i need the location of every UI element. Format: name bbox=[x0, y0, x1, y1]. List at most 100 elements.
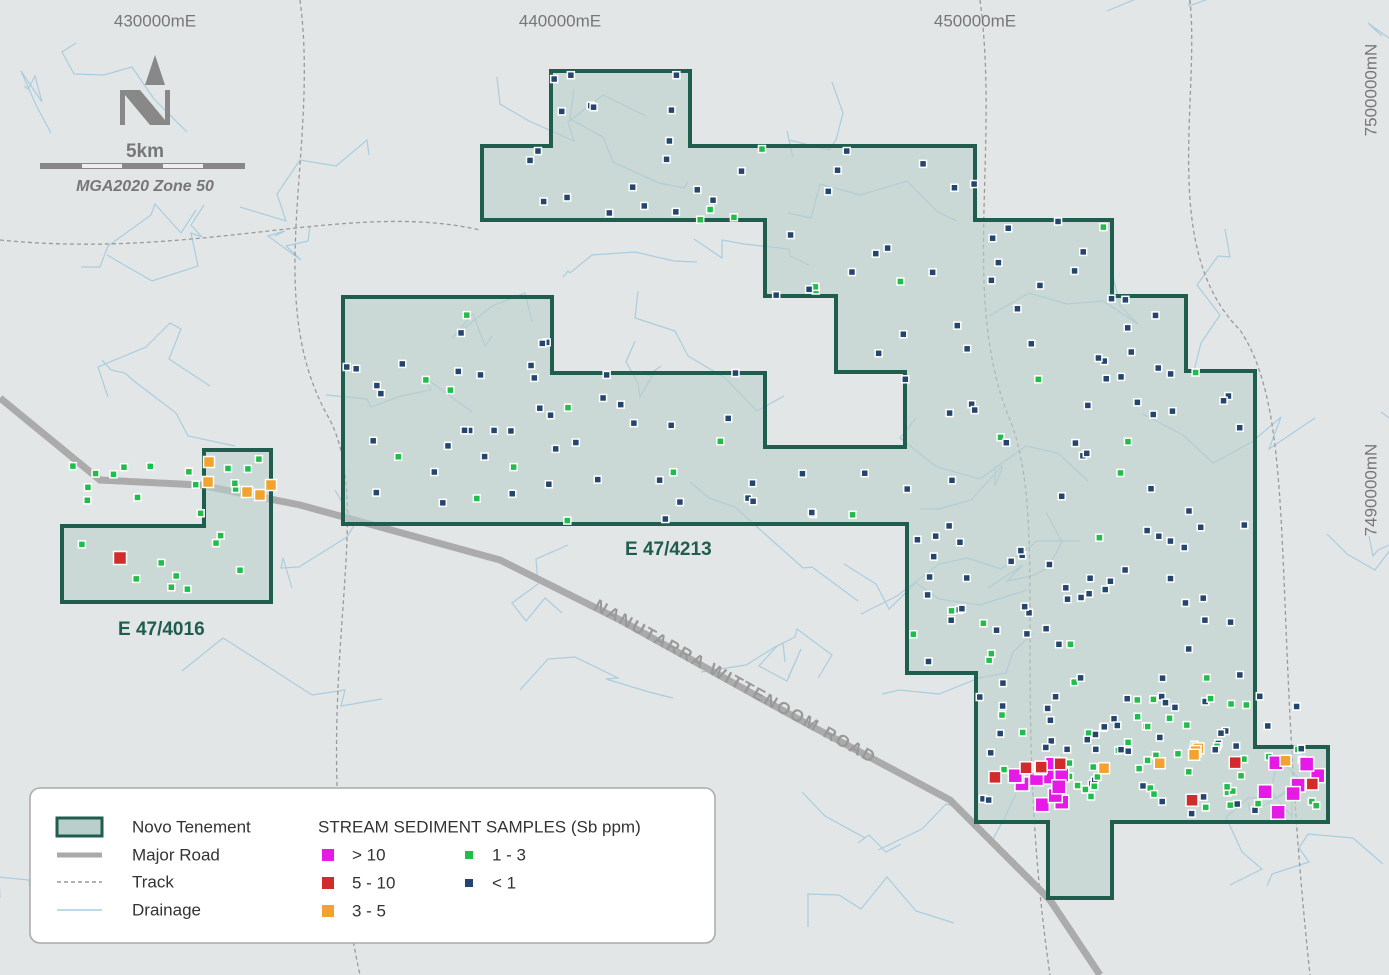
sample bbox=[1063, 594, 1072, 604]
sample bbox=[1305, 777, 1320, 791]
sample bbox=[1089, 782, 1099, 791]
sample bbox=[946, 615, 956, 625]
sample bbox=[988, 770, 1002, 785]
sample bbox=[1292, 702, 1301, 711]
sample bbox=[421, 375, 431, 385]
sample bbox=[253, 488, 267, 502]
sample bbox=[962, 573, 972, 583]
northing-label: 7500000mN bbox=[1361, 44, 1380, 137]
sample bbox=[563, 516, 572, 525]
sample bbox=[1051, 779, 1067, 795]
sample bbox=[1253, 799, 1263, 808]
sample bbox=[998, 678, 1008, 688]
sample bbox=[1199, 792, 1208, 802]
sample bbox=[1231, 741, 1241, 751]
sample bbox=[438, 498, 448, 508]
sample bbox=[1123, 437, 1133, 446]
sample bbox=[1166, 536, 1175, 546]
sample bbox=[995, 729, 1005, 738]
sample bbox=[191, 480, 200, 489]
sample bbox=[661, 514, 670, 524]
sample bbox=[1202, 673, 1212, 683]
sample bbox=[901, 375, 910, 384]
sample bbox=[598, 393, 608, 403]
north-arrow bbox=[120, 55, 170, 125]
sample bbox=[571, 438, 581, 447]
sample bbox=[1225, 800, 1235, 810]
sample bbox=[538, 339, 547, 348]
easting-label: 450000mE bbox=[934, 11, 1016, 30]
sample bbox=[1196, 523, 1205, 532]
sample bbox=[480, 452, 489, 461]
sample bbox=[1069, 677, 1079, 687]
sample bbox=[669, 467, 678, 477]
sample bbox=[1120, 565, 1130, 575]
sample bbox=[1263, 721, 1273, 731]
sample bbox=[1236, 771, 1246, 781]
sample bbox=[456, 328, 466, 338]
sample bbox=[945, 408, 954, 418]
drainage-line bbox=[562, 251, 698, 278]
sample bbox=[546, 410, 555, 420]
sample bbox=[562, 193, 572, 202]
sample bbox=[201, 475, 215, 489]
drainage-line bbox=[1367, 22, 1389, 39]
sample bbox=[1143, 722, 1152, 731]
sample bbox=[1155, 733, 1165, 742]
sample bbox=[184, 467, 194, 477]
sample bbox=[235, 565, 245, 575]
sample bbox=[1034, 760, 1048, 774]
sample bbox=[628, 182, 637, 192]
sample bbox=[1107, 294, 1116, 303]
sample bbox=[394, 452, 403, 462]
sample bbox=[368, 436, 378, 446]
sample bbox=[1083, 401, 1093, 410]
sample bbox=[671, 207, 681, 217]
sample bbox=[1084, 589, 1094, 598]
sample bbox=[109, 470, 118, 479]
sample bbox=[1219, 396, 1228, 405]
sample bbox=[216, 531, 225, 540]
drainage-line bbox=[1192, 228, 1231, 376]
sample bbox=[1071, 438, 1080, 448]
sample bbox=[1200, 615, 1210, 625]
sample bbox=[254, 454, 264, 464]
sample bbox=[1095, 533, 1104, 542]
sample bbox=[1184, 644, 1193, 654]
sample bbox=[351, 364, 361, 374]
sample bbox=[757, 144, 767, 154]
sample bbox=[874, 349, 883, 358]
sample bbox=[1045, 560, 1054, 569]
sample bbox=[1181, 598, 1190, 608]
sample bbox=[1054, 640, 1064, 649]
sample bbox=[1100, 585, 1110, 594]
sample bbox=[77, 540, 87, 549]
legend-label: Novo Tenement bbox=[132, 817, 251, 836]
sample bbox=[145, 462, 155, 471]
sample bbox=[998, 701, 1007, 711]
sample bbox=[525, 156, 535, 165]
sample bbox=[1133, 695, 1142, 705]
sample bbox=[1270, 804, 1286, 820]
scale-distance: 5km bbox=[126, 141, 164, 162]
sample bbox=[997, 710, 1007, 720]
sample bbox=[68, 461, 78, 471]
sample bbox=[1165, 714, 1174, 723]
sample bbox=[1142, 526, 1152, 535]
sample bbox=[695, 215, 705, 224]
sample bbox=[1138, 781, 1148, 791]
tenement-label: E 47/4016 bbox=[118, 619, 205, 640]
sample bbox=[1257, 784, 1273, 800]
sample bbox=[731, 368, 740, 378]
sample bbox=[91, 469, 100, 478]
sample bbox=[535, 403, 545, 413]
sample bbox=[1100, 722, 1109, 732]
sample bbox=[883, 243, 892, 253]
sample bbox=[1148, 410, 1158, 419]
sample bbox=[944, 521, 954, 531]
sample bbox=[460, 426, 469, 435]
sample bbox=[1057, 492, 1066, 501]
sample bbox=[1053, 217, 1063, 226]
sample bbox=[705, 205, 715, 214]
sample bbox=[962, 344, 972, 354]
